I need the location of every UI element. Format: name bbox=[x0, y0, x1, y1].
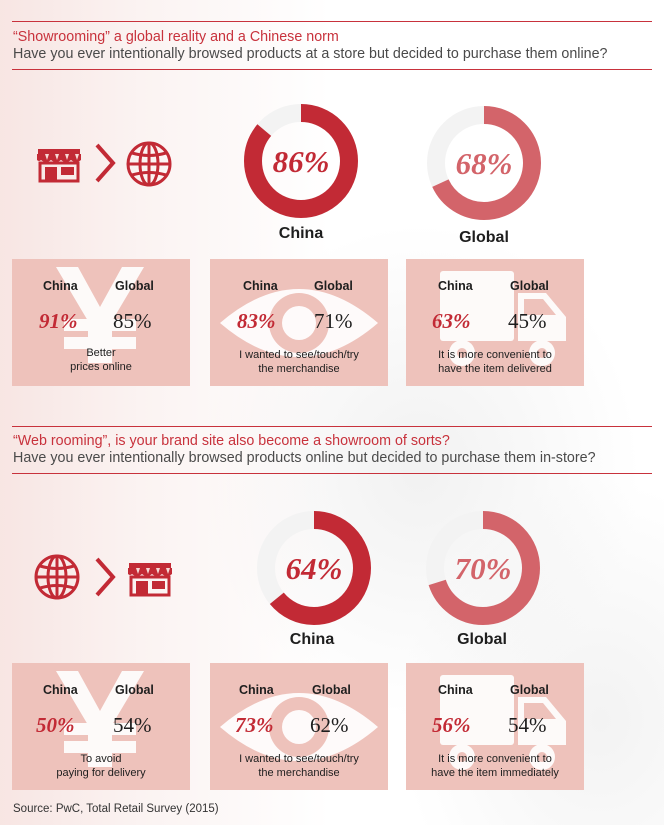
truck-icon bbox=[440, 675, 566, 770]
card-china-label: China bbox=[438, 279, 473, 293]
china-ring-2-arc bbox=[257, 511, 371, 625]
section1-top-rule bbox=[12, 21, 652, 22]
card-see-touch-try: China Global 83% 71% I wanted to see/tou… bbox=[210, 259, 388, 386]
card-china-label: China bbox=[243, 279, 278, 293]
eye-icon bbox=[220, 289, 378, 357]
section1-subtitle: Have you ever intentionally browsed prod… bbox=[13, 46, 608, 62]
card-delivered: China Global 63% 45% It is more convenie… bbox=[406, 259, 584, 386]
card-global-percent: 45% bbox=[508, 309, 547, 333]
card-china-percent: 83% bbox=[237, 309, 276, 333]
card-global-percent: 62% bbox=[310, 713, 349, 737]
section2-title: “Web rooming”, is your brand site also b… bbox=[13, 433, 450, 449]
yen-icon bbox=[56, 267, 144, 363]
globe-icon bbox=[126, 141, 172, 187]
card-item-immediately: China Global 56% 54% It is more convenie… bbox=[406, 663, 584, 790]
section2-bottom-rule bbox=[12, 473, 652, 474]
card-caption-line2: the merchandise bbox=[258, 767, 340, 779]
card-china-percent: 56% bbox=[432, 713, 471, 737]
chevron-right-icon bbox=[95, 557, 116, 597]
card-global-label: Global bbox=[115, 279, 154, 293]
global-ring-2: 70% bbox=[418, 503, 548, 633]
card-global-label: Global bbox=[312, 683, 351, 697]
card-caption-line1: Better bbox=[86, 347, 116, 359]
card-caption-line1: It is more convenient to bbox=[438, 349, 552, 361]
card-global-label: Global bbox=[314, 279, 353, 293]
section2-subtitle: Have you ever intentionally browsed prod… bbox=[13, 450, 596, 466]
card-caption-line1: To avoid bbox=[80, 753, 122, 765]
card-global-percent: 85% bbox=[113, 309, 152, 333]
card-china-label: China bbox=[43, 279, 78, 293]
section1-title: “Showrooming” a global reality and a Chi… bbox=[13, 29, 339, 45]
global-ring-1: 68% bbox=[419, 98, 549, 228]
card-caption-line1: It is more convenient to bbox=[438, 753, 552, 765]
china-ring-2-label: China bbox=[289, 631, 335, 648]
global-ring-1-label: Global bbox=[459, 229, 509, 246]
card-china-percent: 91% bbox=[39, 309, 78, 333]
china-ring-1-label: China bbox=[278, 225, 324, 242]
card-china-percent: 73% bbox=[235, 713, 274, 737]
global-ring-2-label: Global bbox=[457, 631, 507, 648]
card-caption-line2: have the item immediately bbox=[431, 767, 559, 779]
card-global-percent: 71% bbox=[314, 309, 353, 333]
card-caption-line2: the merchandise bbox=[258, 363, 340, 375]
china-ring-1: 86% bbox=[236, 96, 366, 226]
store-icon bbox=[128, 563, 172, 597]
card-global-percent: 54% bbox=[508, 713, 547, 737]
china-ring-1-arc bbox=[244, 104, 358, 218]
section2-top-rule bbox=[12, 426, 652, 427]
card-china-label: China bbox=[239, 683, 274, 697]
chevron-right-icon bbox=[95, 143, 116, 183]
global-ring-1-percent: 68% bbox=[455, 146, 513, 181]
card-avoid-delivery: China Global 50% 54% To avoid paying for… bbox=[12, 663, 190, 790]
card-global-label: Global bbox=[510, 683, 549, 697]
global-ring-2-arc bbox=[426, 511, 540, 625]
card-better-prices: China Global 91% 85% Better prices onlin… bbox=[12, 259, 190, 386]
card-china-percent: 50% bbox=[36, 713, 75, 737]
card-caption-line2: have the item delivered bbox=[438, 363, 552, 375]
card-china-percent: 63% bbox=[432, 309, 471, 333]
truck-icon bbox=[440, 271, 566, 366]
card-caption-line1: I wanted to see/touch/try bbox=[239, 753, 359, 765]
global-ring-1-arc bbox=[427, 106, 541, 220]
card-caption-line2: prices online bbox=[70, 361, 132, 373]
card-china-label: China bbox=[43, 683, 78, 697]
yen-icon bbox=[56, 671, 144, 767]
china-ring-1-percent: 86% bbox=[272, 144, 330, 179]
card-global-label: Global bbox=[510, 279, 549, 293]
store-icon bbox=[37, 149, 81, 183]
global-ring-2-percent: 70% bbox=[454, 551, 512, 586]
section1-bottom-rule bbox=[12, 69, 652, 70]
china-ring-2-percent: 64% bbox=[285, 551, 343, 586]
card-china-label: China bbox=[438, 683, 473, 697]
eye-icon bbox=[220, 693, 378, 761]
card-see-touch-try: China Global 73% 62% I wanted to see/tou… bbox=[210, 663, 388, 790]
globe-icon bbox=[34, 554, 80, 600]
card-caption-line2: paying for delivery bbox=[56, 767, 146, 779]
card-global-percent: 54% bbox=[113, 713, 152, 737]
source-note: Source: PwC, Total Retail Survey (2015) bbox=[13, 803, 219, 815]
china-ring-2: 64% bbox=[249, 503, 379, 633]
card-global-label: Global bbox=[115, 683, 154, 697]
card-caption-line1: I wanted to see/touch/try bbox=[239, 349, 359, 361]
